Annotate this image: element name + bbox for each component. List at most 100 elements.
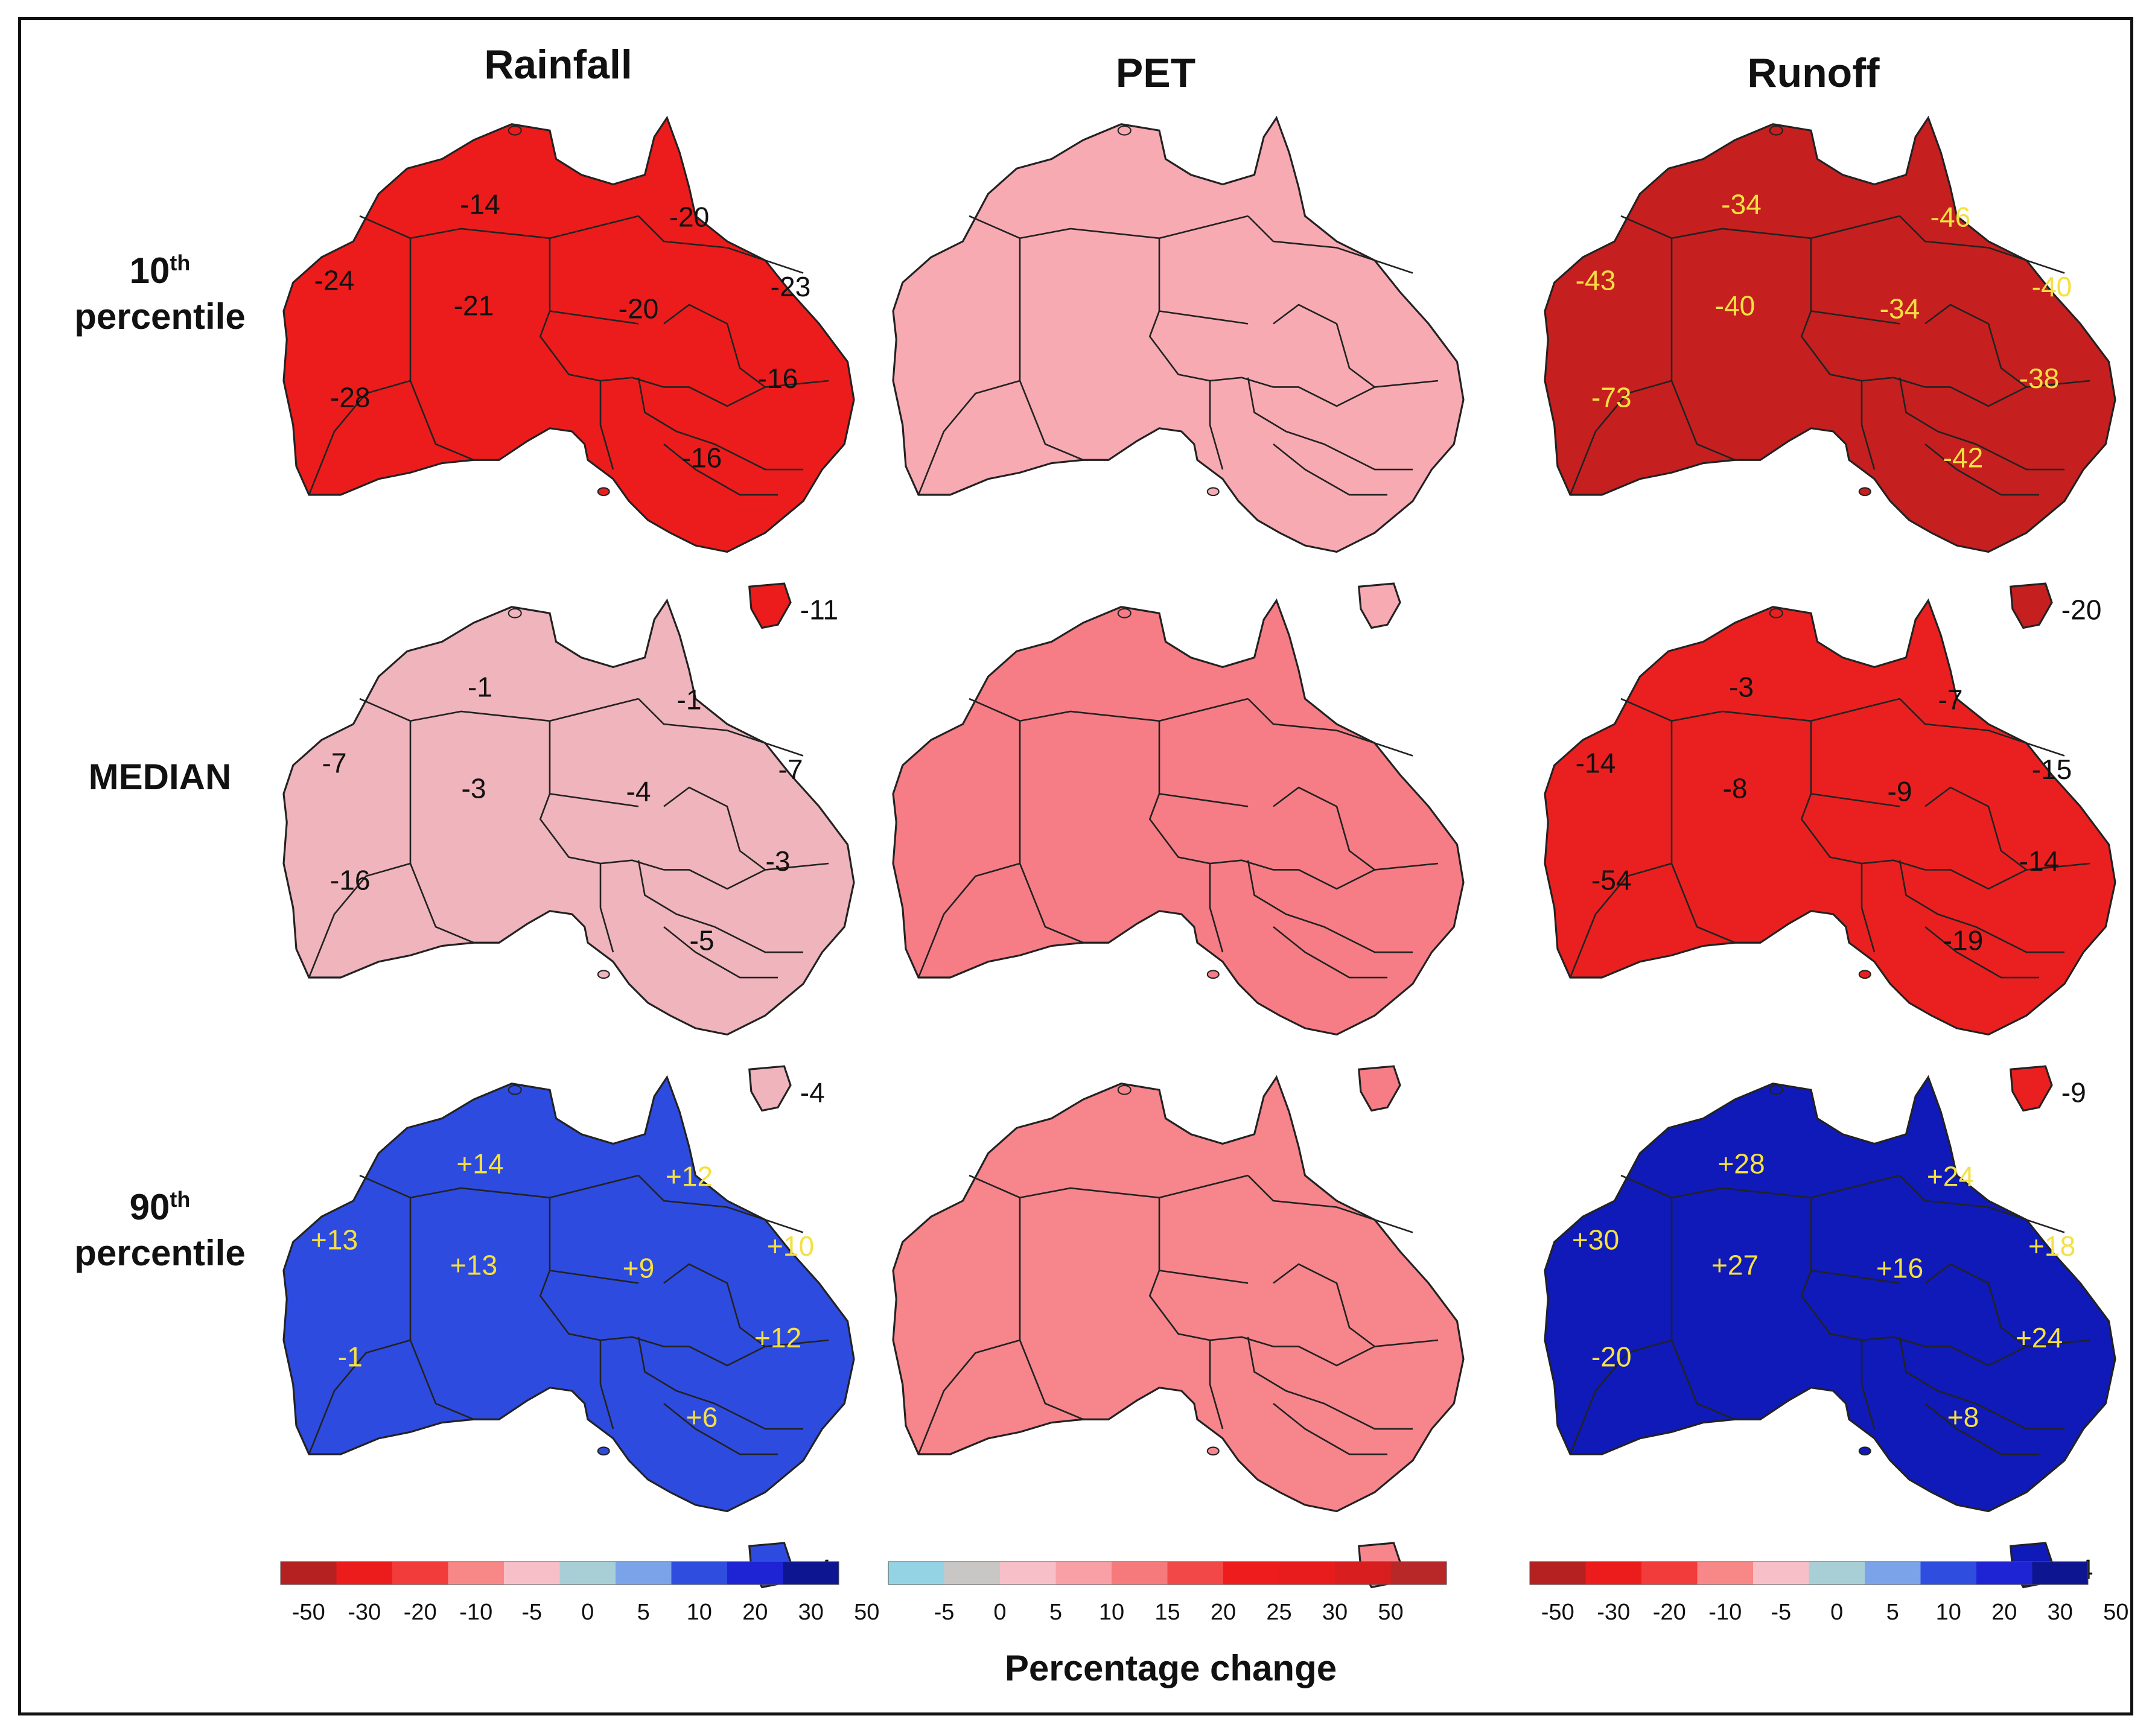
state-border (1899, 377, 2064, 471)
row-label-second: percentile (74, 296, 246, 337)
colorbar-swatch (1920, 1562, 1977, 1585)
map-pet-row2 (892, 1075, 1465, 1589)
kangaroo-island (1858, 970, 1871, 979)
region-value-label: -3 (1729, 671, 1754, 702)
tasmania (748, 582, 792, 629)
colorbar-pet: -5 0 5 10 15 20 25 30 50 (888, 1561, 1447, 1625)
state-border (1671, 215, 1900, 240)
region-value-label: -28 (330, 382, 371, 413)
region-value-label: -8 (1722, 772, 1747, 804)
region-value-label: +12 (754, 1322, 801, 1353)
state-border (969, 215, 1084, 461)
colorbar-border (280, 1561, 839, 1585)
colorbar-swatch (727, 1562, 783, 1585)
state-border (1159, 310, 1249, 325)
colorbar-swatch (1112, 1562, 1168, 1585)
state-border (1671, 1174, 1900, 1199)
map-runoff-row2: +28+24+30+27+16+18-20+24+8+4 (1544, 1075, 2116, 1589)
state-border (969, 1174, 1084, 1420)
state-border (663, 1339, 829, 1367)
state-border (1159, 1270, 1249, 1284)
colorbar-swatch (1585, 1562, 1642, 1585)
region-value-label: +9 (623, 1253, 655, 1284)
region-value-label: -20 (669, 201, 710, 232)
region-value-label: +8 (1947, 1401, 1979, 1432)
tasmania (1358, 582, 1401, 629)
colorbar-axis-label: Percentage change (1004, 1648, 1337, 1688)
state-border (1019, 698, 1249, 722)
colorbar-swatch (2032, 1562, 2089, 1585)
state-border (663, 443, 778, 496)
row-label-median: MEDIAN (51, 754, 269, 800)
region-value-label: -42 (1943, 442, 1984, 473)
state-border (549, 793, 639, 807)
state-border (1924, 862, 2090, 890)
state-border (663, 1263, 766, 1347)
region-value-label: -19 (1943, 924, 1984, 956)
state-border (1620, 215, 1736, 461)
colorbar-swatch (1279, 1562, 1335, 1585)
state-border (917, 862, 1020, 978)
kangaroo-island (597, 487, 610, 497)
state-border (1273, 443, 1387, 496)
colorbar-swatch (281, 1562, 337, 1585)
state-border (308, 1339, 411, 1455)
state-border (359, 215, 474, 461)
region-value-label: +13 (311, 1224, 358, 1255)
kangaroo-island (1206, 970, 1220, 979)
map-pet-row0 (892, 115, 1465, 629)
kangaroo-island (1206, 1446, 1220, 1456)
tiwi-islands (1769, 125, 1783, 136)
region-value-label: +18 (2028, 1230, 2075, 1262)
state-border (1247, 698, 1413, 757)
region-value-label: -3 (461, 772, 486, 804)
colorbar-tick-label: 15 (1154, 1600, 1180, 1625)
tasmania-value-label: -4 (800, 1076, 825, 1108)
row-label-second: percentile (74, 1233, 246, 1273)
colorbar-tick-label: 50 (854, 1600, 879, 1625)
region-value-label: -16 (682, 442, 722, 473)
colorbar-swatch (1167, 1562, 1224, 1585)
tasmania (748, 1065, 792, 1112)
state-border (663, 926, 778, 979)
region-value-label: -16 (758, 363, 798, 394)
state-border (599, 380, 614, 470)
colorbar-swatch (1223, 1562, 1279, 1585)
map-pet-row1 (892, 598, 1465, 1112)
kangaroo-island (1858, 487, 1871, 497)
colorbar-tick-label: -10 (1708, 1600, 1742, 1625)
region-value-label: -34 (1721, 188, 1762, 220)
region-value-label: +16 (1876, 1253, 1923, 1284)
state-border (599, 1340, 614, 1429)
colorbar-tick-label: 5 (1049, 1600, 1062, 1625)
tiwi-islands (508, 608, 522, 618)
colorbar-tick-label: 0 (993, 1600, 1006, 1625)
australia-landmass (892, 115, 1465, 553)
australia-landmass (1544, 598, 2116, 1036)
state-border (1209, 1340, 1224, 1429)
colorbar-tick-label: -30 (348, 1600, 381, 1625)
colorbar-swatch (1976, 1562, 2032, 1585)
state-border (1924, 380, 2090, 407)
colorbar-tick-label: 5 (637, 1600, 650, 1625)
colorbar-tick-label: 20 (1211, 1600, 1236, 1625)
colorbar-swatch (559, 1562, 616, 1585)
colorbar-tick-label: 0 (1830, 1600, 1843, 1625)
tiwi-islands (508, 125, 522, 136)
state-border (359, 1174, 474, 1420)
colorbar-tick-label: 5 (1886, 1600, 1899, 1625)
region-value-label: +30 (1572, 1224, 1619, 1255)
row-label-10th-percentile: 10th percentile (51, 240, 269, 340)
region-value-label: +6 (686, 1401, 718, 1432)
colorbar-swatch (616, 1562, 672, 1585)
colorbar-swatch (1055, 1562, 1112, 1585)
state-border (410, 698, 639, 722)
state-border (1620, 698, 1736, 944)
map-runoff-row1: -3 -7 -14 -8 -9 -15 -54 -14 -19 -9 (1544, 598, 2116, 1112)
state-border (549, 1270, 639, 1284)
australia-landmass (282, 115, 855, 553)
region-value-label: -21 (454, 290, 494, 321)
colorbar-swatch (1530, 1562, 1586, 1585)
state-border (308, 862, 411, 978)
state-border (1209, 380, 1224, 470)
